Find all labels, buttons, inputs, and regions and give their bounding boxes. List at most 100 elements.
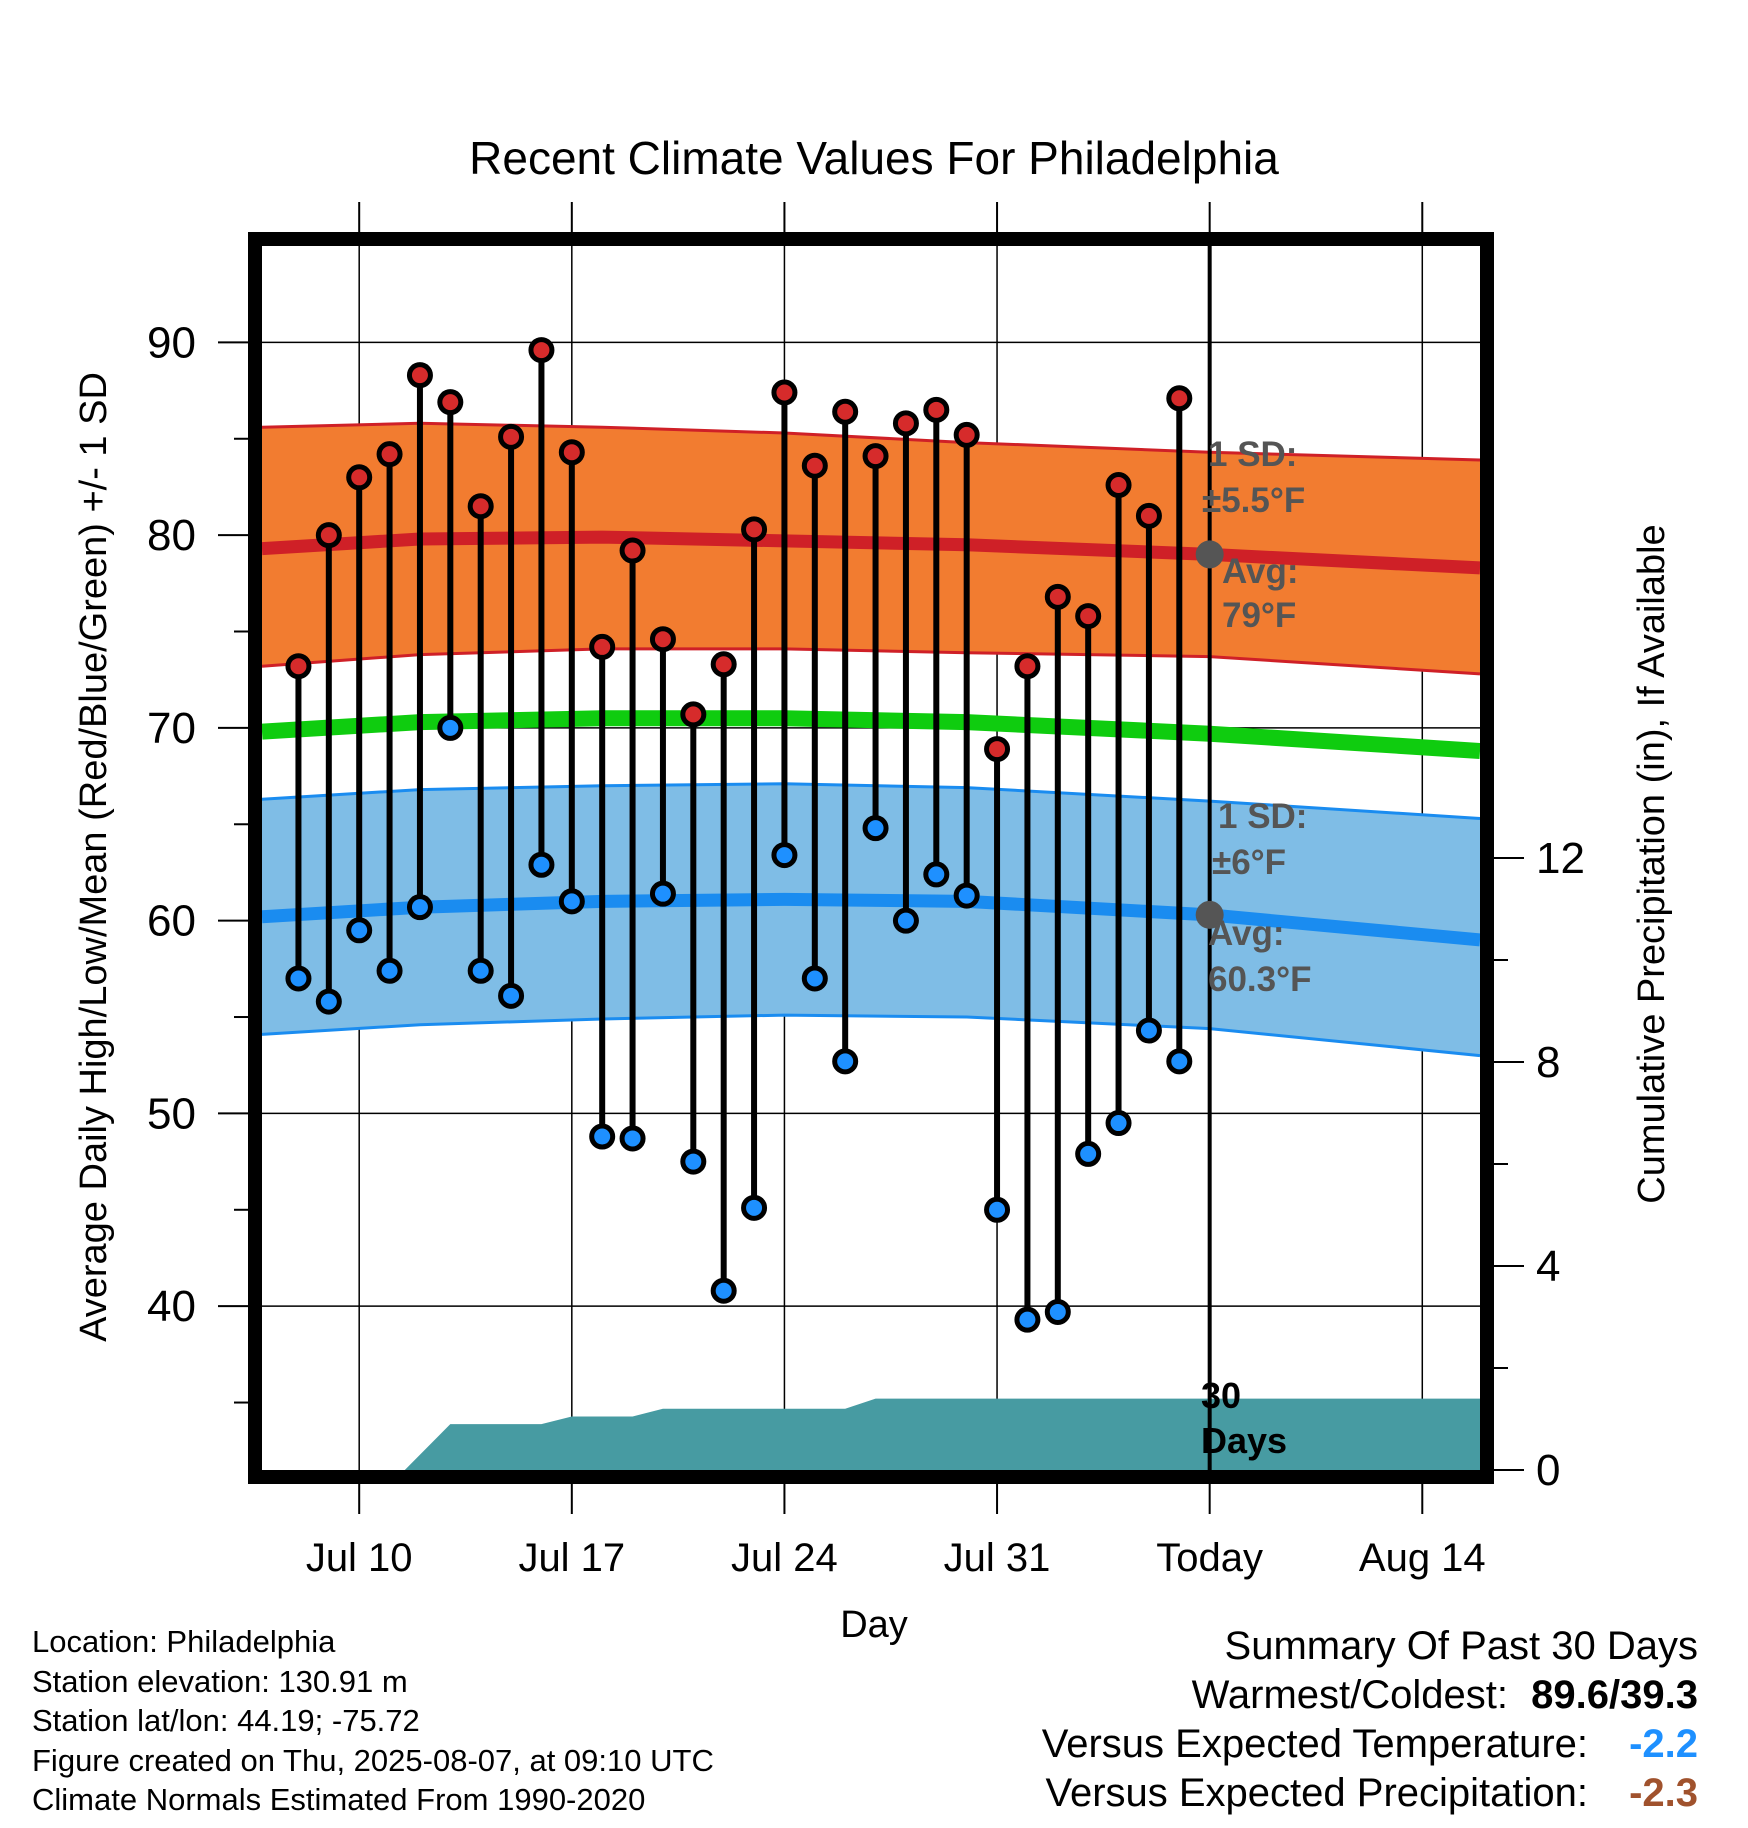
y-axis-label: Average Daily High/Low/Mean (Red/Blue/Gr… bbox=[73, 372, 115, 1342]
axes: 40 50 60 70 80 90 0 4 8 12 Jul 10 Jul 17 Jul 24 Jul 3… bbox=[147, 202, 1585, 1580]
plot-frame bbox=[248, 232, 1494, 1484]
x-tick-label: Jul 17 bbox=[518, 1536, 625, 1580]
daily-low-point bbox=[832, 1048, 859, 1075]
daily-low-point bbox=[1135, 1017, 1162, 1044]
daily-high-point bbox=[892, 410, 919, 437]
daily-low-point bbox=[862, 815, 889, 842]
daily-high-point bbox=[315, 522, 342, 549]
chart-title: Recent Climate Values For Philadelphia bbox=[469, 132, 1279, 184]
daily-low-point bbox=[467, 957, 494, 984]
high-sd-label: 1 SD: bbox=[1208, 435, 1297, 474]
created-text: Figure created on Thu, 2025-08-07, at 09… bbox=[32, 1742, 714, 1778]
daily-low-point bbox=[801, 965, 828, 992]
warm-cold-value: 89.6/39.3 bbox=[1531, 1673, 1698, 1717]
daily-low-point bbox=[558, 888, 585, 915]
precip-label: Versus Expected Precipitation: bbox=[1045, 1771, 1588, 1815]
daily-high-point bbox=[285, 653, 312, 680]
low-avg-value: 60.3°F bbox=[1208, 960, 1312, 999]
daily-high-point bbox=[437, 389, 464, 416]
summary-temp: Versus Expected Temperature: -2.2 bbox=[1042, 1720, 1698, 1769]
daily-high-point bbox=[498, 423, 525, 450]
daily-low-point bbox=[1014, 1306, 1041, 1333]
days-count: 30 bbox=[1201, 1375, 1241, 1416]
summary-title: Summary Of Past 30 Days bbox=[1224, 1624, 1698, 1668]
daily-low-point bbox=[953, 882, 980, 909]
daily-high-point bbox=[1105, 472, 1132, 499]
summary-warm-cold: Warmest/Coldest: 89.6/39.3 bbox=[1042, 1671, 1698, 1720]
low-sd-value: ±6°F bbox=[1212, 843, 1286, 882]
daily-low-point bbox=[1044, 1298, 1071, 1325]
x-tick-label: Today bbox=[1156, 1536, 1263, 1580]
daily-high-point bbox=[467, 493, 494, 520]
daily-low-point bbox=[771, 842, 798, 869]
daily-high-point bbox=[741, 516, 768, 543]
high-avg-label: Avg: bbox=[1222, 552, 1298, 591]
precip-value: -2.3 bbox=[1629, 1771, 1698, 1815]
y2-tick-label: 0 bbox=[1536, 1446, 1560, 1495]
daily-low-point bbox=[1166, 1048, 1193, 1075]
daily-high-point bbox=[832, 398, 859, 425]
plot-area: 1 SD: ±5.5°F Avg: 79°F 1 SD: ±6°F Avg: 60.3°F 30… bbox=[262, 246, 1480, 1470]
low-avg-marker bbox=[1195, 900, 1224, 929]
daily-low-point bbox=[346, 917, 373, 944]
x-tick-label: Jul 31 bbox=[944, 1536, 1051, 1580]
daily-high-point bbox=[862, 443, 889, 470]
y-tick-label: 80 bbox=[147, 511, 196, 560]
daily-low-point bbox=[619, 1125, 646, 1152]
daily-high-point bbox=[1166, 385, 1193, 412]
y-tick-label: 50 bbox=[147, 1089, 196, 1138]
latlon-text: Station lat/lon: 44.19; -75.72 bbox=[32, 1703, 420, 1738]
daily-high-point bbox=[680, 701, 707, 728]
x-tick-label: Aug 14 bbox=[1359, 1536, 1486, 1580]
daily-low-point bbox=[984, 1196, 1011, 1223]
daily-low-point bbox=[892, 907, 919, 934]
daily-low-point bbox=[376, 957, 403, 984]
daily-low-point bbox=[710, 1277, 737, 1304]
daily-low-point bbox=[923, 861, 950, 888]
low-avg-label: Avg: bbox=[1208, 914, 1284, 953]
daily-high-point bbox=[1075, 603, 1102, 630]
daily-high-point bbox=[649, 626, 676, 653]
plot-content bbox=[262, 246, 1480, 1470]
y2-tick-label: 4 bbox=[1536, 1242, 1560, 1291]
daily-high-point bbox=[923, 396, 950, 423]
x-axis-label: Day bbox=[840, 1604, 908, 1646]
daily-low-point bbox=[406, 894, 433, 921]
daily-high-point bbox=[558, 439, 585, 466]
x-tick-label: Jul 24 bbox=[731, 1536, 838, 1580]
daily-low-point bbox=[680, 1148, 707, 1175]
daily-low-point bbox=[741, 1194, 768, 1221]
daily-high-point bbox=[771, 379, 798, 406]
daily-high-point bbox=[528, 337, 555, 364]
daily-high-point bbox=[1014, 653, 1041, 680]
days-label: Days bbox=[1201, 1420, 1287, 1461]
daily-low-point bbox=[285, 965, 312, 992]
summary-precip: Versus Expected Precipitation: -2.3 bbox=[1042, 1769, 1698, 1818]
daily-low-point bbox=[1105, 1110, 1132, 1137]
daily-high-point bbox=[346, 464, 373, 491]
normal-low-sd-band bbox=[262, 783, 1480, 1056]
precip-area bbox=[262, 1398, 1480, 1470]
elevation-text: Station elevation: 130.91 m bbox=[32, 1663, 408, 1699]
daily-high-point bbox=[1135, 502, 1162, 529]
daily-high-point bbox=[1044, 583, 1071, 610]
daily-low-point bbox=[528, 851, 555, 878]
daily-low-point bbox=[315, 988, 342, 1015]
normals-text: Climate Normals Estimated From 1990-2020 bbox=[32, 1782, 646, 1817]
daily-high-point bbox=[589, 633, 616, 660]
y-tick-label: 60 bbox=[147, 897, 196, 946]
daily-low-point bbox=[1075, 1140, 1102, 1167]
daily-high-point bbox=[406, 362, 433, 389]
daily-high-point bbox=[953, 421, 980, 448]
summary-panel: Summary Of Past 30 Days Warmest/Coldest:… bbox=[1042, 1622, 1698, 1818]
daily-low-point bbox=[589, 1123, 616, 1150]
daily-high-point bbox=[984, 736, 1011, 763]
daily-low-point bbox=[437, 714, 464, 741]
temp-label: Versus Expected Temperature: bbox=[1041, 1722, 1588, 1766]
high-sd-value: ±5.5°F bbox=[1202, 481, 1305, 520]
temp-value: -2.2 bbox=[1629, 1722, 1698, 1766]
x-tick-label: Jul 10 bbox=[306, 1536, 413, 1580]
warm-cold-label: Warmest/Coldest: bbox=[1191, 1673, 1508, 1717]
y2-tick-label: 8 bbox=[1536, 1038, 1560, 1087]
